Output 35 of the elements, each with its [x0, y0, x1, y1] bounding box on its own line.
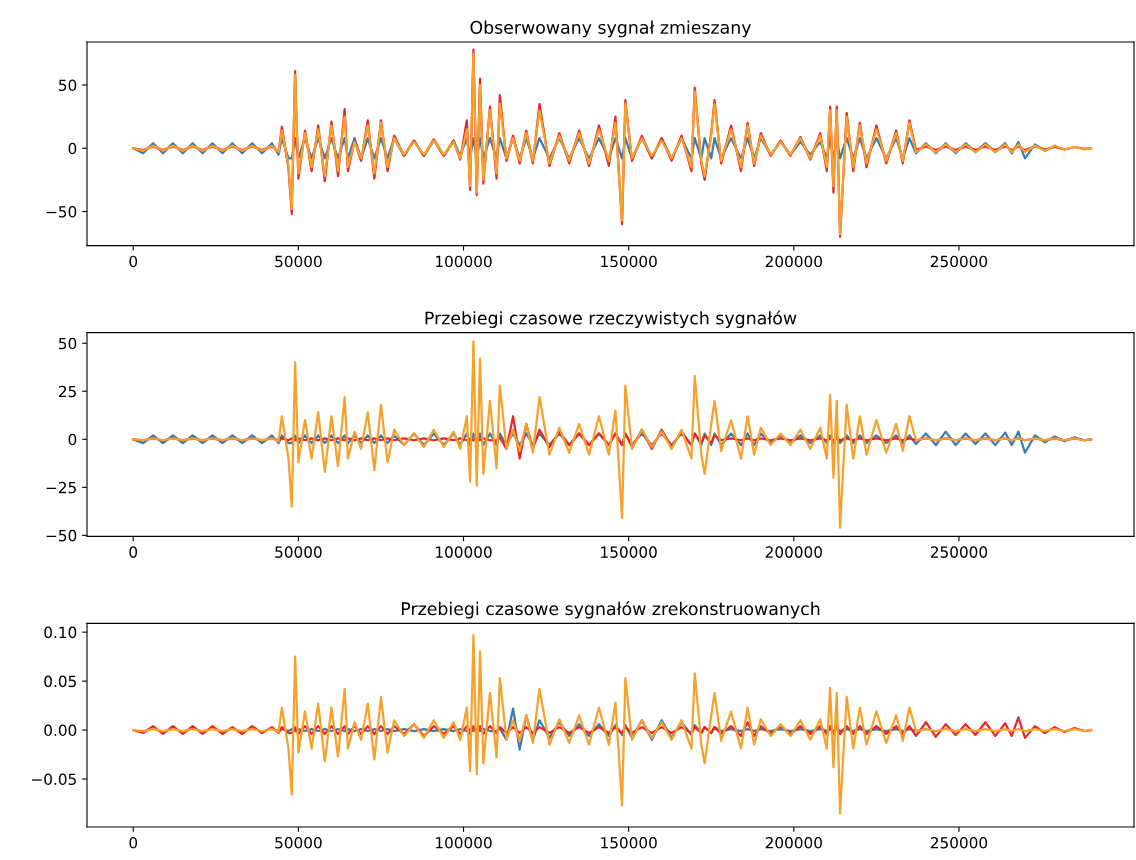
- x-tick-label: 150000: [601, 546, 657, 558]
- y-tick-label: 0: [68, 142, 77, 155]
- x-tick-label: 150000: [601, 836, 657, 849]
- x-tick-label: 200000: [765, 255, 822, 268]
- x-tick-label: 50000: [275, 255, 322, 268]
- x-tick-label: 100000: [436, 836, 492, 849]
- x-tick-label: 250000: [930, 836, 988, 849]
- chart-title: Przebiegi czasowe sygnałów zrekonstruowanych: [401, 601, 820, 619]
- x-tick-label: 100000: [436, 546, 492, 558]
- y-tick-label: 50: [59, 79, 77, 92]
- y-tick-label: 50: [59, 337, 77, 350]
- y-tick-label: −25: [46, 481, 76, 494]
- x-tick-label: 200000: [765, 546, 822, 558]
- x-tick-label: 250000: [930, 255, 988, 268]
- x-tick-label: 0: [129, 546, 138, 558]
- y-tick-label: 0.10: [44, 626, 77, 639]
- y-tick-label: 25: [58, 385, 76, 398]
- y-tick-label: −50: [46, 205, 77, 218]
- x-tick-label: 250000: [930, 546, 988, 558]
- x-tick-label: 0: [129, 836, 138, 849]
- chart-title: Obserwowany sygnał zmieszany: [470, 20, 751, 38]
- y-tick-label: 0.05: [44, 675, 76, 688]
- x-tick-label: 100000: [436, 255, 492, 268]
- line-series: [132, 340, 1093, 529]
- y-tick-label: 0.00: [44, 724, 77, 737]
- x-tick-label: 50000: [275, 836, 322, 849]
- y-tick-label: 0: [68, 433, 77, 446]
- x-tick-label: 0: [129, 255, 138, 268]
- chart-title: Przebiegi czasowe rzeczywistych sygnałów: [425, 310, 797, 328]
- line-series: [132, 633, 1093, 815]
- x-tick-label: 50000: [275, 546, 322, 558]
- y-tick-label: −0.05: [32, 773, 76, 786]
- x-tick-label: 150000: [601, 255, 657, 268]
- x-tick-label: 200000: [765, 836, 822, 849]
- y-tick-label: −50: [46, 529, 77, 542]
